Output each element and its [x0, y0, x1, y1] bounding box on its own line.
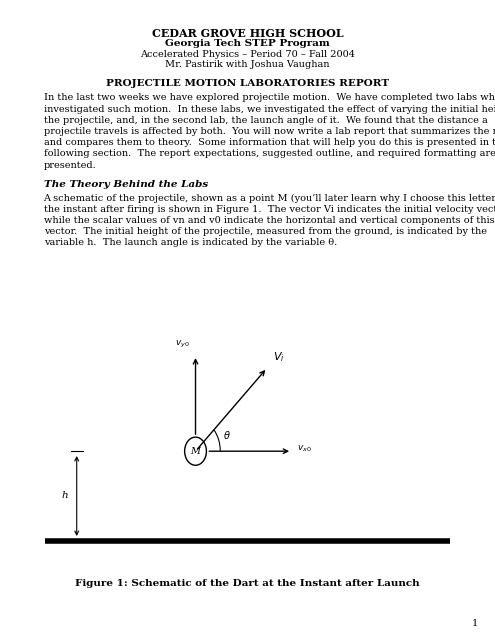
Text: A schematic of the projectile, shown as a point M (you’ll later learn why I choo: A schematic of the projectile, shown as …: [44, 193, 495, 203]
Text: and compares them to theory.  Some information that will help you do this is pre: and compares them to theory. Some inform…: [44, 138, 495, 147]
Text: variable h.  The launch angle is indicated by the variable θ.: variable h. The launch angle is indicate…: [44, 238, 337, 248]
Text: CEDAR GROVE HIGH SCHOOL: CEDAR GROVE HIGH SCHOOL: [151, 28, 344, 38]
Text: Mr. Pastirik with Joshua Vaughan: Mr. Pastirik with Joshua Vaughan: [165, 60, 330, 69]
Text: Georgia Tech STEP Program: Georgia Tech STEP Program: [165, 39, 330, 48]
Text: The Theory Behind the Labs: The Theory Behind the Labs: [44, 179, 208, 189]
Text: $\theta$: $\theta$: [223, 429, 231, 441]
Text: h: h: [61, 492, 68, 500]
Text: Accelerated Physics – Period 70 – Fall 2004: Accelerated Physics – Period 70 – Fall 2…: [140, 50, 355, 59]
Text: Figure 1: Schematic of the Dart at the Instant after Launch: Figure 1: Schematic of the Dart at the I…: [75, 579, 420, 588]
Text: vector.  The initial height of the projectile, measured from the ground, is indi: vector. The initial height of the projec…: [44, 227, 487, 236]
Text: while the scalar values of vn and v0 indicate the horizontal and vertical compon: while the scalar values of vn and v0 ind…: [44, 216, 494, 225]
Text: investigated such motion.  In these labs, we investigated the effect of varying : investigated such motion. In these labs,…: [44, 105, 495, 114]
Text: the projectile, and, in the second lab, the launch angle of it.  We found that t: the projectile, and, in the second lab, …: [44, 116, 487, 125]
Text: PROJECTILE MOTION LABORATORIES REPORT: PROJECTILE MOTION LABORATORIES REPORT: [106, 79, 389, 88]
Text: $v_{x0}$: $v_{x0}$: [297, 444, 312, 454]
Text: 1: 1: [471, 620, 478, 628]
Text: $v_{y0}$: $v_{y0}$: [175, 339, 190, 350]
Text: the instant after firing is shown in Figure 1.  The vector Vi indicates the init: the instant after firing is shown in Fig…: [44, 205, 495, 214]
Text: projectile travels is affected by both.  You will now write a lab report that su: projectile travels is affected by both. …: [44, 127, 495, 136]
Text: following section.  The report expectations, suggested outline, and required for: following section. The report expectatio…: [44, 149, 495, 159]
Text: M: M: [191, 447, 200, 456]
Text: In the last two weeks we have explored projectile motion.  We have completed two: In the last two weeks we have explored p…: [44, 93, 495, 102]
Text: $V_i$: $V_i$: [273, 351, 285, 365]
Text: presented.: presented.: [44, 161, 97, 170]
